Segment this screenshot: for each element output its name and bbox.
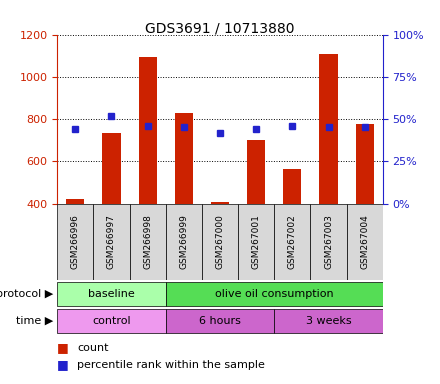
Text: time ▶: time ▶ [15, 316, 53, 326]
Bar [238, 204, 274, 280]
Text: baseline: baseline [88, 289, 135, 299]
Text: ■: ■ [57, 341, 69, 354]
Text: GSM266998: GSM266998 [143, 215, 152, 269]
Bar [166, 282, 383, 306]
Bar [166, 204, 202, 280]
Text: olive oil consumption: olive oil consumption [215, 289, 334, 299]
Bar [93, 204, 129, 280]
Bar [103, 133, 121, 204]
Bar [274, 309, 383, 333]
Bar [139, 57, 157, 204]
Text: GSM267004: GSM267004 [360, 215, 369, 269]
Bar [319, 54, 337, 204]
Text: GSM267003: GSM267003 [324, 215, 333, 269]
Bar [175, 113, 193, 204]
Text: protocol ▶: protocol ▶ [0, 289, 53, 299]
Text: count: count [77, 343, 109, 353]
Text: 3 weeks: 3 weeks [306, 316, 352, 326]
Text: GSM267000: GSM267000 [216, 215, 224, 269]
Bar [57, 309, 166, 333]
Text: GDS3691 / 10713880: GDS3691 / 10713880 [145, 21, 295, 35]
Bar [66, 199, 84, 204]
Bar [57, 282, 166, 306]
Text: GSM267001: GSM267001 [252, 215, 260, 269]
Text: control: control [92, 316, 131, 326]
Text: GSM266997: GSM266997 [107, 215, 116, 269]
Bar [57, 204, 93, 280]
Text: 6 hours: 6 hours [199, 316, 241, 326]
Text: percentile rank within the sample: percentile rank within the sample [77, 360, 265, 370]
Bar [347, 204, 383, 280]
Bar [247, 140, 265, 204]
Text: ■: ■ [57, 358, 69, 371]
Bar [129, 204, 166, 280]
Bar [274, 204, 311, 280]
Bar [202, 204, 238, 280]
Bar [166, 309, 274, 333]
Text: GSM267002: GSM267002 [288, 215, 297, 269]
Text: GSM266996: GSM266996 [71, 215, 80, 269]
Bar [211, 202, 229, 204]
Bar [356, 124, 374, 204]
Bar [311, 204, 347, 280]
Text: GSM266999: GSM266999 [180, 215, 188, 269]
Bar [283, 169, 301, 204]
